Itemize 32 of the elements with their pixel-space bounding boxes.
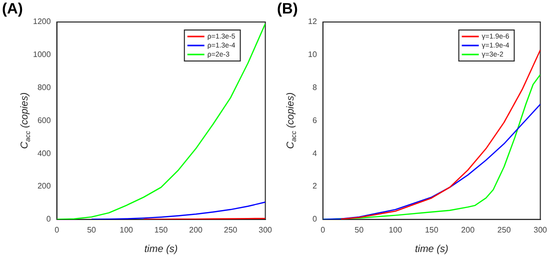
y-tick-label: 600 <box>37 116 52 125</box>
x-axis-title: time (s) <box>414 244 448 256</box>
x-tick-label: 50 <box>87 225 97 234</box>
x-tick-label: 0 <box>54 225 60 234</box>
y-tick-label: 1200 <box>33 17 52 26</box>
y-tick-label: 0 <box>46 214 52 224</box>
x-tick-label: 200 <box>461 225 476 234</box>
x-tick-label: 0 <box>320 225 326 234</box>
x-tick-label: 250 <box>224 225 238 234</box>
x-tick-label: 100 <box>388 225 403 234</box>
y-tick-label: 800 <box>37 83 52 92</box>
x-tick-label: 150 <box>424 225 439 234</box>
y-tick-label: 2 <box>312 182 318 191</box>
x-axis-title: time (s) <box>144 244 178 256</box>
x-tick-label: 300 <box>534 225 548 234</box>
y-tick-label: 400 <box>37 148 52 158</box>
x-tick-label: 150 <box>154 225 168 234</box>
y-tick-label: 0 <box>312 214 318 224</box>
y-tick-label: 6 <box>312 116 318 125</box>
x-tick-label: 200 <box>189 225 204 234</box>
y-tick-label: 4 <box>312 148 318 158</box>
x-tick-label: 250 <box>497 225 512 234</box>
x-tick-label: 100 <box>120 225 134 234</box>
y-tick-label: 12 <box>308 17 318 26</box>
chart-title: (B) <box>277 0 298 18</box>
x-tick-label: 50 <box>354 225 364 234</box>
y-tick-label: 1000 <box>33 50 52 60</box>
chart-title: (A) <box>2 0 23 18</box>
x-tick-label: 300 <box>258 225 273 234</box>
y-tick-label: 10 <box>308 50 318 60</box>
y-tick-label: 200 <box>37 182 52 191</box>
y-tick-label: 8 <box>312 83 318 92</box>
